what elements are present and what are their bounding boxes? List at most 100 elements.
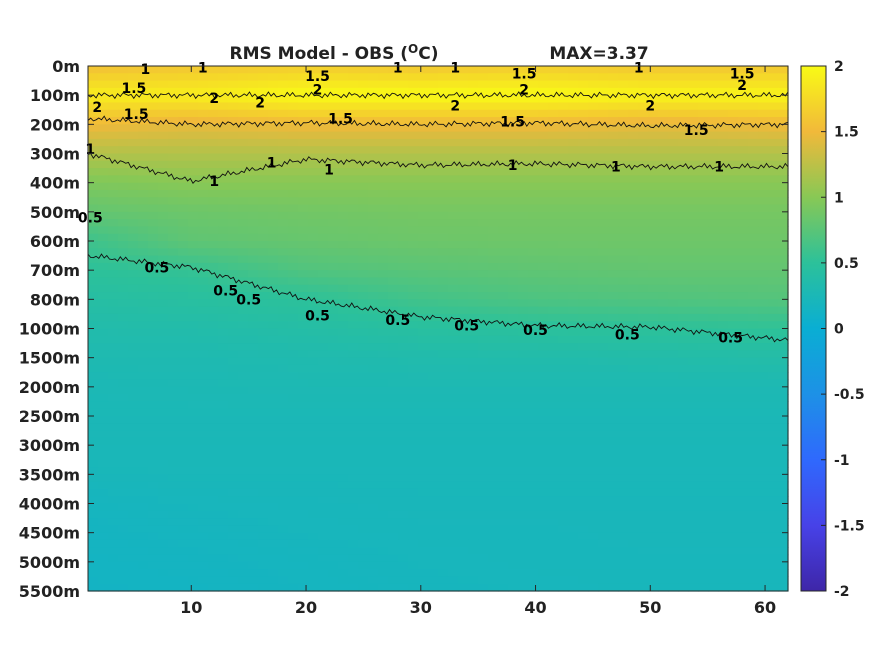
field-cell <box>248 386 259 395</box>
field-cell <box>118 343 129 351</box>
field-cell <box>178 423 189 432</box>
field-cell <box>638 175 649 184</box>
field-cell <box>288 153 299 162</box>
field-cell <box>618 124 629 133</box>
field-cell <box>738 379 749 388</box>
field-cell <box>398 292 409 300</box>
field-cell <box>228 233 239 242</box>
field-cell <box>738 328 749 337</box>
field-cell <box>248 554 259 563</box>
field-cell <box>648 532 659 541</box>
field-cell <box>148 547 159 556</box>
field-cell <box>418 219 429 228</box>
field-cell <box>438 561 449 570</box>
field-cell <box>358 299 369 308</box>
field-cell <box>648 73 659 82</box>
field-cell <box>358 364 369 373</box>
field-cell <box>268 95 279 104</box>
field-cell <box>388 364 399 373</box>
field-cell <box>338 270 349 279</box>
field-cell <box>448 554 459 563</box>
field-cell <box>548 146 559 155</box>
field-cell <box>448 241 459 249</box>
field-cell <box>88 270 99 279</box>
field-cell <box>228 153 239 162</box>
field-cell <box>448 66 459 74</box>
field-cell <box>108 394 119 403</box>
field-cell <box>658 66 669 74</box>
field-cell <box>338 66 349 74</box>
field-cell <box>748 452 759 461</box>
field-cell <box>468 445 479 454</box>
field-cell <box>278 525 289 534</box>
field-cell <box>258 583 269 592</box>
field-cell <box>338 226 349 235</box>
field-cell <box>328 343 339 351</box>
field-cell <box>708 321 719 330</box>
field-cell <box>598 284 609 293</box>
field-cell <box>678 175 689 184</box>
field-cell <box>438 313 449 322</box>
field-cell <box>218 408 229 417</box>
field-cell <box>628 153 639 162</box>
field-cell <box>348 117 359 125</box>
field-cell <box>718 270 729 279</box>
field-cell <box>448 445 459 454</box>
field-cell <box>208 306 219 315</box>
field-cell <box>158 452 169 461</box>
field-cell <box>768 547 779 556</box>
field-cell <box>628 241 639 249</box>
field-cell <box>738 189 749 198</box>
field-cell <box>748 547 759 556</box>
field-cell <box>98 343 109 351</box>
field-cell <box>158 481 169 490</box>
field-cell <box>768 328 779 337</box>
field-cell <box>678 386 689 395</box>
field-cell <box>618 226 629 235</box>
field-cell <box>228 350 239 359</box>
field-cell <box>598 124 609 133</box>
field-cell <box>528 379 539 388</box>
field-cell <box>238 518 249 526</box>
field-cell <box>588 554 599 563</box>
field-cell <box>268 335 279 344</box>
field-cell <box>488 554 499 563</box>
field-cell <box>628 328 639 337</box>
field-cell <box>378 211 389 220</box>
field-cell <box>728 182 739 191</box>
field-cell <box>168 379 179 388</box>
field-cell <box>228 262 239 271</box>
field-cell <box>258 168 269 176</box>
field-cell <box>508 569 519 578</box>
field-cell <box>118 270 129 279</box>
field-cell <box>228 343 239 351</box>
field-cell <box>558 117 569 125</box>
field-cell <box>538 284 549 293</box>
field-cell <box>598 117 609 125</box>
field-cell <box>88 299 99 308</box>
field-cell <box>138 277 149 286</box>
field-cell <box>288 138 299 147</box>
field-cell <box>348 379 359 388</box>
field-cell <box>218 452 229 461</box>
field-cell <box>228 576 239 585</box>
field-cell <box>738 117 749 125</box>
field-cell <box>88 87 99 96</box>
field-cell <box>338 372 349 381</box>
field-cell <box>758 131 769 140</box>
field-cell <box>138 80 149 89</box>
field-cell <box>318 95 329 104</box>
field-cell <box>148 211 159 220</box>
field-cell <box>678 189 689 198</box>
field-cell <box>748 248 759 257</box>
field-cell <box>388 292 399 300</box>
field-cell <box>398 80 409 89</box>
field-cell <box>328 313 339 322</box>
field-cell <box>218 87 229 96</box>
field-cell <box>628 488 639 497</box>
field-cell <box>368 189 379 198</box>
field-cell <box>338 321 349 330</box>
field-cell <box>528 474 539 483</box>
field-cell <box>668 561 679 570</box>
field-cell <box>678 408 689 417</box>
